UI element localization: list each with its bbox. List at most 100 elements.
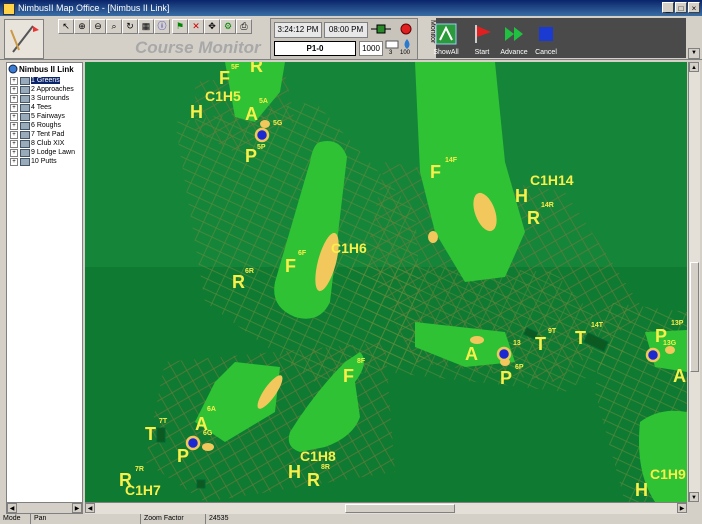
layer-tree-panel: Nimbus II Link +1 Greens +2 Approaches +… xyxy=(6,62,83,514)
label-t: T xyxy=(145,424,156,444)
pin-icon[interactable] xyxy=(185,435,201,451)
label-c1h9: C1H9 xyxy=(650,466,686,482)
refresh-icon: ↻ xyxy=(126,21,134,31)
label-14f: 14F xyxy=(445,157,458,164)
label-r: R xyxy=(307,470,320,490)
scroll-down-icon[interactable]: ▼ xyxy=(689,492,699,502)
map-vertical-scrollbar[interactable]: ▲ ▼ xyxy=(688,62,700,502)
bunker xyxy=(470,336,484,344)
layer-icon xyxy=(20,140,30,148)
scroll-right-icon[interactable]: ▶ xyxy=(72,503,82,513)
zone-hatch xyxy=(345,262,625,392)
maximize-button[interactable]: □ xyxy=(675,2,687,13)
layer-icon xyxy=(20,104,30,112)
zoom-in-button[interactable]: ⊕ xyxy=(74,19,90,34)
label-5g: 5G xyxy=(273,120,283,127)
bunker xyxy=(473,192,497,232)
tree-horizontal-scrollbar[interactable]: ◀ ▶ xyxy=(7,502,82,513)
tree-item-lodge-lawn[interactable]: +9 Lodge Lawn xyxy=(7,148,82,157)
pin-icon[interactable] xyxy=(496,346,512,362)
tree-item-surrounds[interactable]: +3 Surrounds xyxy=(7,94,82,103)
app-title: Course Monitor xyxy=(135,38,261,57)
zoom-window-button[interactable]: ⌕ xyxy=(106,19,122,34)
expand-icon[interactable]: + xyxy=(10,77,18,85)
tree-item-fairways[interactable]: +5 Fairways xyxy=(7,112,82,121)
expand-icon[interactable]: + xyxy=(10,95,18,103)
connector-icon xyxy=(371,24,391,34)
start-button[interactable]: Start xyxy=(466,23,498,56)
label-f: F xyxy=(285,256,296,276)
settings-button[interactable]: ⚙ xyxy=(220,19,236,34)
tree-item-roughs[interactable]: +6 Roughs xyxy=(7,121,82,130)
toolbar-scroll-button[interactable]: ▼ xyxy=(688,48,700,59)
tree-root[interactable]: Nimbus II Link xyxy=(7,63,82,76)
title-bar: NimbusII Map Office - [Nimbus II Link] _… xyxy=(0,0,702,16)
advance-button[interactable]: Advance xyxy=(498,23,530,56)
label-f: F xyxy=(343,366,354,386)
pin-icon[interactable] xyxy=(254,127,270,143)
horizontal-scroll-thumb[interactable] xyxy=(345,504,455,513)
tree-item-tent-pad[interactable]: +7 Tent Pad xyxy=(7,130,82,139)
zoom-out-button[interactable]: ⊖ xyxy=(90,19,106,34)
scroll-left-icon[interactable]: ◀ xyxy=(7,503,17,513)
tree-item-putts[interactable]: +10 Putts xyxy=(7,157,82,166)
flag-button[interactable]: ⚑ xyxy=(172,19,188,34)
minimize-button[interactable]: _ xyxy=(662,2,674,13)
expand-icon[interactable]: + xyxy=(10,113,18,121)
label-t: T xyxy=(535,334,546,354)
delete-button[interactable]: ✕ xyxy=(188,19,204,34)
label-c1h5: C1H5 xyxy=(205,88,241,104)
expand-icon[interactable]: + xyxy=(10,149,18,157)
label-r: R xyxy=(232,272,245,292)
globe-icon xyxy=(8,64,18,74)
label-13p: 13P xyxy=(671,320,684,327)
tree-item-tees[interactable]: +4 Tees xyxy=(7,103,82,112)
label-c1h14: C1H14 xyxy=(530,172,574,188)
showall-button[interactable]: ShowAll xyxy=(430,23,462,56)
pointer-tool-button[interactable]: ↖ xyxy=(58,19,74,34)
expand-icon[interactable]: + xyxy=(10,158,18,166)
cancel-button[interactable]: Cancel xyxy=(530,23,562,56)
monitor-label: Monitor xyxy=(429,20,436,44)
expand-icon[interactable]: + xyxy=(10,140,18,148)
pin-icon[interactable] xyxy=(645,347,661,363)
info-button[interactable]: ⓘ xyxy=(154,19,170,34)
expand-icon[interactable]: + xyxy=(10,86,18,94)
close-button[interactable]: × xyxy=(688,2,700,13)
gauge-2-value: 100 xyxy=(400,50,411,56)
scroll-up-icon[interactable]: ▲ xyxy=(689,62,699,72)
scroll-right-icon[interactable]: ▶ xyxy=(677,503,687,513)
label-6p: 6P xyxy=(515,364,524,371)
toolbar: ↖ ⊕ ⊖ ⌕ ↻ ▦ ⓘ ⚑ ✕ ✥ ⚙ ⎙ Course Monitor 3… xyxy=(0,16,702,60)
label-a: A xyxy=(465,344,478,364)
expand-icon[interactable]: + xyxy=(10,104,18,112)
label-13: 13 xyxy=(513,340,521,347)
map-horizontal-scrollbar[interactable]: ◀ ▶ xyxy=(85,502,687,514)
scroll-left-icon[interactable]: ◀ xyxy=(85,503,95,513)
label-a: A xyxy=(673,366,686,386)
expand-icon[interactable]: + xyxy=(10,122,18,130)
refresh-button[interactable]: ↻ xyxy=(122,19,138,34)
alarm-icon[interactable] xyxy=(399,22,413,36)
showall-label: ShowAll xyxy=(433,49,459,56)
label-p: P xyxy=(245,146,258,166)
tee-box xyxy=(583,332,609,352)
tree-item-greens[interactable]: +1 Greens xyxy=(7,76,82,85)
map-graphics xyxy=(85,62,687,502)
layers-button[interactable]: ▦ xyxy=(138,19,154,34)
layer-icon xyxy=(20,131,30,139)
tee-box xyxy=(523,327,539,340)
tree-item-club-xix[interactable]: +8 Club XIX xyxy=(7,139,82,148)
label-t: T xyxy=(575,328,586,348)
delete-icon: ✕ xyxy=(192,21,200,31)
course-map[interactable]: F 5F R C1H5 H A 5A 5G P 5P F 14F C1H14 H… xyxy=(85,62,687,502)
tree-item-approaches[interactable]: +2 Approaches xyxy=(7,85,82,94)
label-5a: 5A xyxy=(259,98,268,105)
info-icon: ⓘ xyxy=(157,21,167,31)
water-drop-icon xyxy=(404,39,410,49)
label-p: P xyxy=(500,368,513,388)
print-button[interactable]: ⎙ xyxy=(236,19,252,34)
vertical-scroll-thumb[interactable] xyxy=(690,262,699,372)
expand-icon[interactable]: + xyxy=(10,131,18,139)
move-button[interactable]: ✥ xyxy=(204,19,220,34)
